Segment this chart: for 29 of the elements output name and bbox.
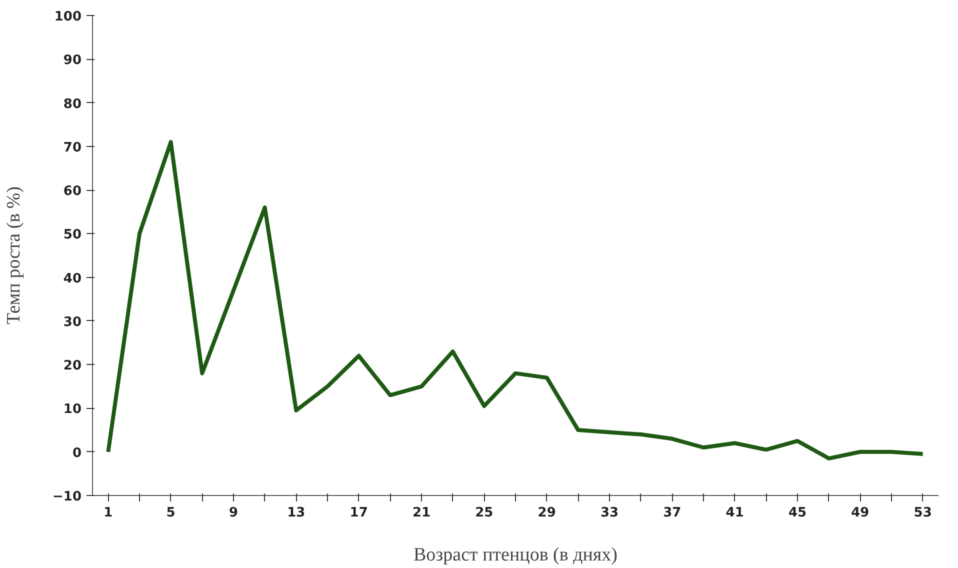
y-tick-label: 10 — [63, 402, 82, 418]
y-tick-label: 80 — [63, 96, 82, 112]
y-tick-label: 0 — [72, 446, 82, 461]
x-tick-label: 37 — [663, 506, 682, 520]
x-tick-label: 1 — [104, 506, 113, 520]
x-tick-label: 41 — [726, 506, 744, 520]
x-tick-label: 21 — [412, 506, 431, 520]
x-tick-label: 29 — [538, 506, 556, 520]
x-tick-label: 9 — [228, 506, 238, 520]
y-tick-label: 90 — [63, 53, 82, 68]
y-tick-label: 40 — [63, 271, 82, 286]
y-tick-label: 20 — [63, 358, 82, 374]
x-tick-label: 5 — [166, 506, 176, 520]
x-tick-label: 45 — [788, 506, 807, 520]
x-tick-label: 49 — [851, 506, 870, 520]
y-tick-label: 50 — [63, 228, 82, 243]
x-tick-label: 53 — [914, 506, 932, 520]
x-tick-label: 17 — [350, 506, 368, 520]
y-tick-label: −10 — [52, 490, 82, 504]
y-tick-label: 30 — [63, 314, 82, 330]
y-tick-label: 60 — [63, 184, 82, 200]
x-tick-label: 25 — [475, 506, 494, 520]
y-tick-label: 100 — [54, 10, 82, 24]
x-axis-title: Возраст птенцов (в днях) — [413, 544, 618, 566]
y-axis-title: Темп роста (в %) — [4, 186, 25, 325]
x-tick-label: 13 — [287, 506, 306, 520]
y-tick-label: 70 — [63, 140, 82, 156]
line-series — [106, 140, 925, 460]
x-tick-label: 33 — [600, 506, 619, 520]
